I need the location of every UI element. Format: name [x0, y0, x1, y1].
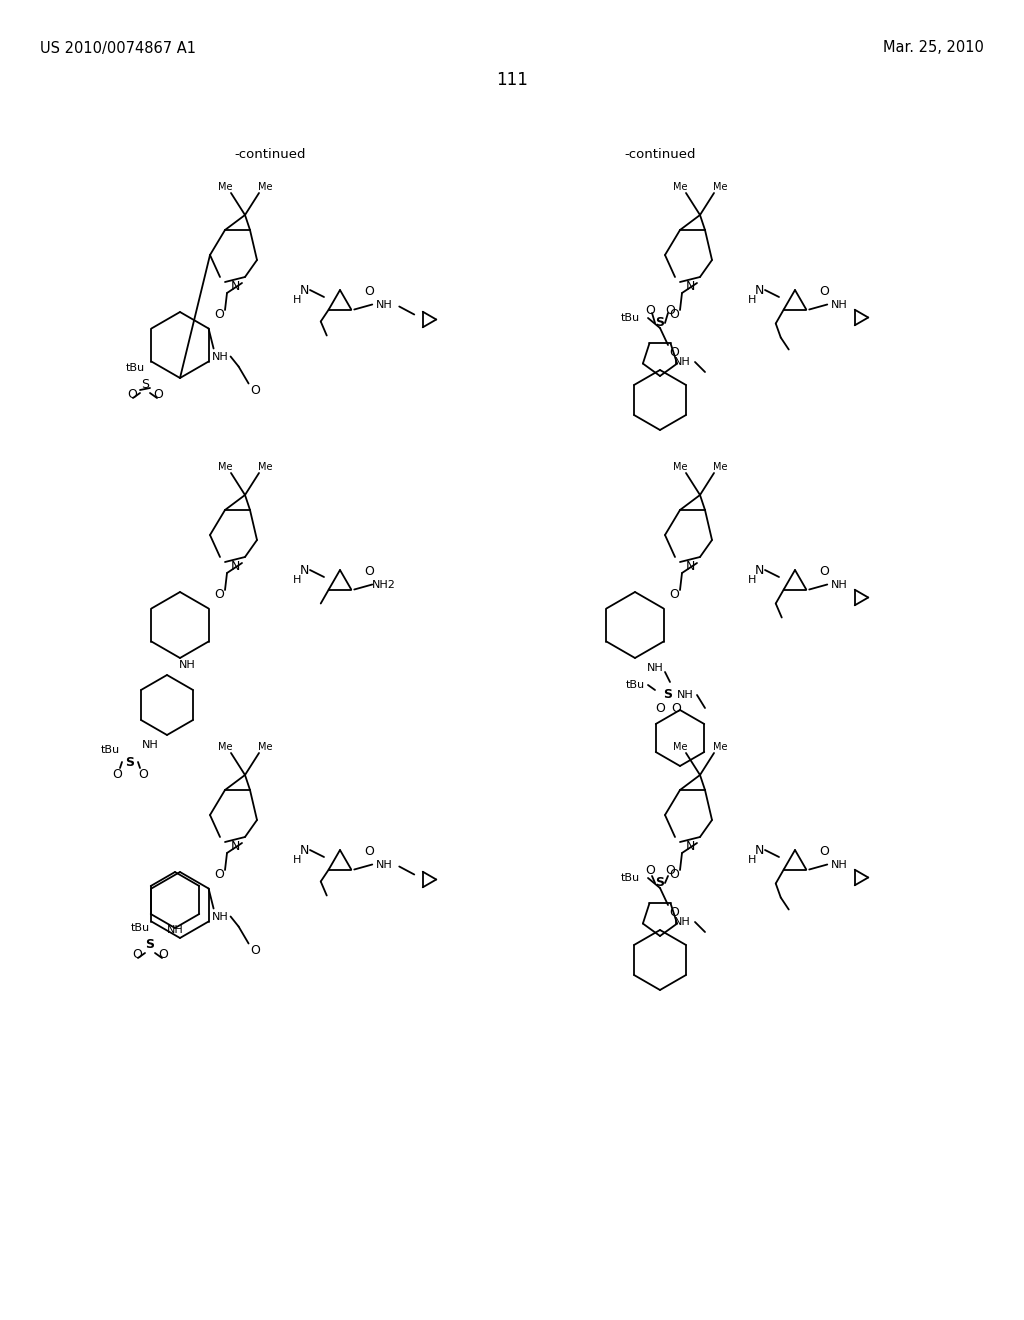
Text: N: N: [755, 284, 764, 297]
Text: S: S: [126, 755, 134, 768]
Text: tBu: tBu: [130, 923, 150, 933]
Text: O: O: [112, 768, 122, 781]
Text: tBu: tBu: [100, 744, 120, 755]
Text: NH: NH: [167, 925, 183, 935]
Text: O: O: [819, 845, 829, 858]
Text: O: O: [365, 565, 374, 578]
Text: O: O: [251, 384, 260, 397]
Text: S: S: [145, 939, 155, 952]
Text: O: O: [665, 304, 675, 317]
Text: Me: Me: [218, 182, 232, 191]
Text: Mar. 25, 2010: Mar. 25, 2010: [883, 41, 984, 55]
Text: H: H: [748, 294, 756, 305]
Text: Me: Me: [713, 462, 727, 473]
Text: O: O: [158, 949, 168, 961]
Text: O: O: [365, 845, 374, 858]
Text: O: O: [669, 589, 679, 602]
Text: S: S: [655, 876, 665, 890]
Text: O: O: [669, 906, 679, 919]
Text: N: N: [230, 561, 240, 573]
Text: -continued: -continued: [234, 149, 306, 161]
Text: O: O: [671, 701, 681, 714]
Text: Me: Me: [258, 742, 272, 752]
Text: S: S: [664, 689, 673, 701]
Text: H: H: [293, 294, 301, 305]
Text: NH: NH: [830, 300, 848, 309]
Text: Me: Me: [673, 182, 687, 191]
Text: N: N: [685, 841, 694, 854]
Text: NH: NH: [646, 663, 664, 673]
Text: NH: NH: [674, 356, 690, 367]
Text: O: O: [138, 768, 147, 781]
Text: NH: NH: [674, 917, 690, 927]
Text: Me: Me: [218, 742, 232, 752]
Text: NH: NH: [376, 859, 392, 870]
Text: O: O: [214, 589, 224, 602]
Text: NH: NH: [677, 690, 693, 700]
Text: NH: NH: [830, 579, 848, 590]
Text: O: O: [127, 388, 137, 401]
Text: O: O: [665, 863, 675, 876]
Text: -continued: -continued: [625, 149, 695, 161]
Text: O: O: [153, 388, 163, 401]
Text: O: O: [669, 309, 679, 322]
Text: Me: Me: [258, 182, 272, 191]
Text: S: S: [141, 379, 150, 392]
Text: NH: NH: [830, 859, 848, 870]
Text: Me: Me: [713, 182, 727, 191]
Text: O: O: [645, 304, 655, 317]
Text: O: O: [214, 309, 224, 322]
Text: O: O: [819, 285, 829, 298]
Text: N: N: [299, 843, 308, 857]
Text: N: N: [230, 841, 240, 854]
Text: O: O: [251, 944, 260, 957]
Text: O: O: [645, 863, 655, 876]
Text: N: N: [299, 564, 308, 577]
Text: 111: 111: [496, 71, 528, 88]
Text: H: H: [748, 855, 756, 865]
Text: tBu: tBu: [626, 680, 644, 690]
Text: S: S: [655, 317, 665, 330]
Text: O: O: [819, 565, 829, 578]
Text: NH: NH: [141, 741, 159, 750]
Text: O: O: [669, 869, 679, 882]
Text: Me: Me: [713, 742, 727, 752]
Text: N: N: [755, 843, 764, 857]
Text: N: N: [755, 564, 764, 577]
Text: O: O: [132, 949, 142, 961]
Text: Me: Me: [673, 742, 687, 752]
Text: H: H: [293, 855, 301, 865]
Text: H: H: [293, 576, 301, 585]
Text: NH: NH: [178, 660, 196, 671]
Text: O: O: [365, 285, 374, 298]
Text: NH: NH: [212, 912, 229, 921]
Text: tBu: tBu: [621, 873, 640, 883]
Text: tBu: tBu: [621, 313, 640, 323]
Text: N: N: [685, 281, 694, 293]
Text: N: N: [230, 281, 240, 293]
Text: Me: Me: [673, 462, 687, 473]
Text: N: N: [299, 284, 308, 297]
Text: NH: NH: [212, 351, 229, 362]
Text: O: O: [655, 701, 665, 714]
Text: N: N: [685, 561, 694, 573]
Text: Me: Me: [258, 462, 272, 473]
Text: US 2010/0074867 A1: US 2010/0074867 A1: [40, 41, 196, 55]
Text: H: H: [748, 576, 756, 585]
Text: NH2: NH2: [373, 579, 396, 590]
Text: NH: NH: [376, 300, 392, 309]
Text: Me: Me: [218, 462, 232, 473]
Text: O: O: [669, 346, 679, 359]
Text: O: O: [214, 869, 224, 882]
Text: tBu: tBu: [125, 363, 144, 374]
